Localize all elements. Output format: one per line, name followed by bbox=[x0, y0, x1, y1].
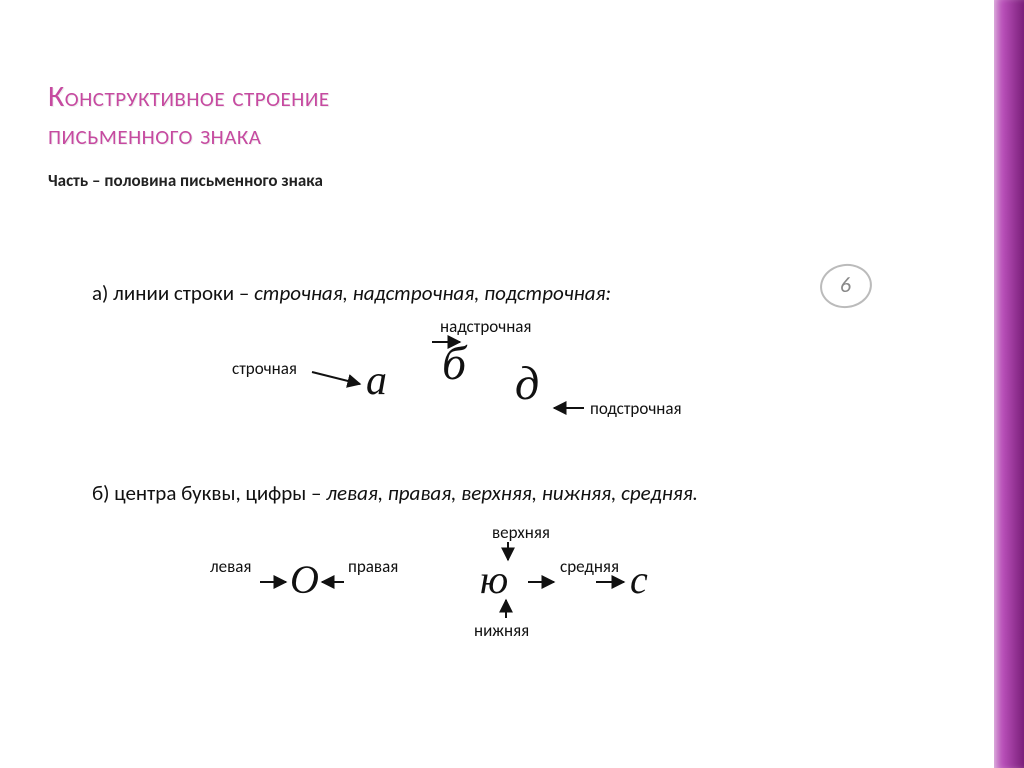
slide-subtitle: Часть – половина письменного знака bbox=[48, 170, 323, 191]
slide: Конструктивное строение письменного знак… bbox=[0, 0, 1024, 768]
annotation-arrows bbox=[60, 260, 940, 680]
scanned-figure: а) линии строки – строчная, надстрочная,… bbox=[60, 260, 940, 680]
decorative-side-bar bbox=[992, 0, 1024, 768]
title-line-2: письменного знака bbox=[48, 116, 261, 153]
title-line-1: Конструктивное строение bbox=[48, 78, 330, 115]
slide-title: Конструктивное строение письменного знак… bbox=[48, 78, 330, 153]
